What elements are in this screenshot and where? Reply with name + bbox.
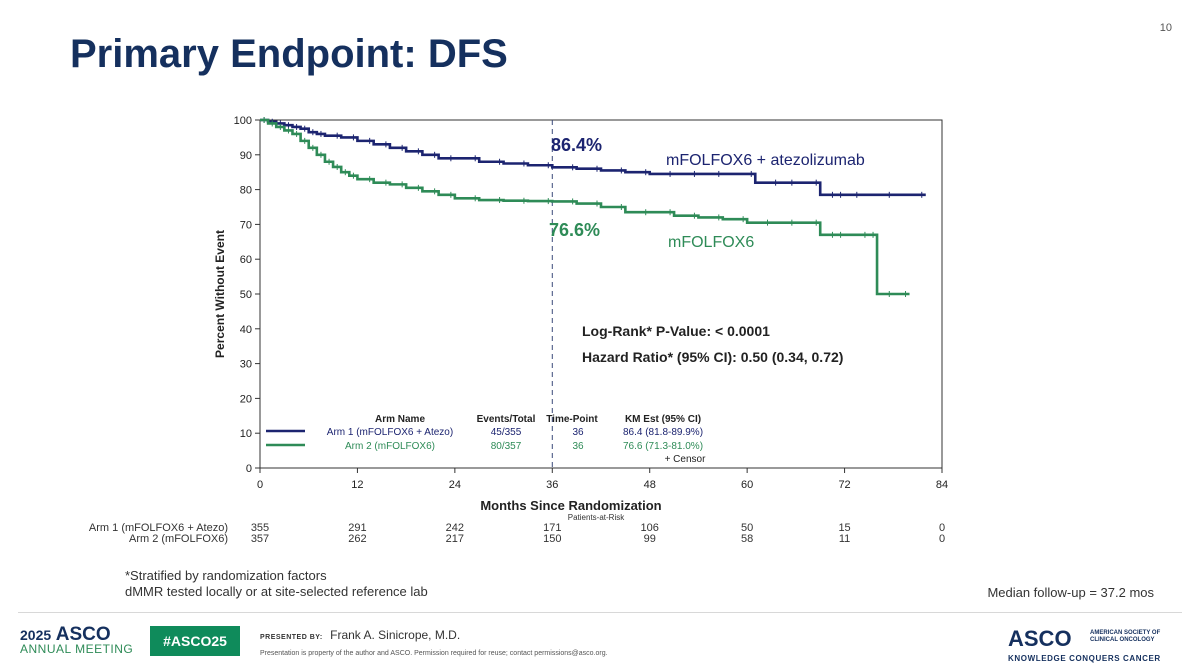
footnote-stratified: *Stratified by randomization factors — [125, 568, 327, 583]
arm1-km-36mo-value: 86.4% — [551, 135, 602, 155]
y-tick-label: 50 — [240, 289, 252, 301]
slide-title: Primary Endpoint: DFS — [70, 32, 508, 76]
asco-tagline: KNOWLEDGE CONQUERS CANCER — [1008, 654, 1161, 663]
x-tick-label: 72 — [838, 479, 850, 491]
y-tick-label: 60 — [240, 254, 252, 266]
legend-arm-name: Arm 1 (mFOLFOX6 + Atezo) — [327, 427, 453, 438]
y-axis-label: Percent Without Event — [213, 230, 227, 358]
meeting-logo: 2025 ASCO ANNUAL MEETING — [20, 625, 134, 656]
arm1-series-label: mFOLFOX6 + atezolizumab — [666, 152, 865, 169]
asco-logo: ASCO AMERICAN SOCIETY OF CLINICAL ONCOLO… — [1008, 626, 1178, 663]
at-risk-value: 357 — [251, 533, 269, 545]
asco-society-name: AMERICAN SOCIETY OF CLINICAL ONCOLOGY — [1090, 630, 1161, 643]
at-risk-row-label: Arm 1 (mFOLFOX6 + Atezo) — [89, 522, 228, 534]
x-tick-label: 84 — [936, 479, 948, 491]
legend-events: 45/355 — [491, 427, 522, 438]
at-risk-value: 15 — [838, 522, 850, 534]
x-tick-label: 0 — [257, 479, 263, 491]
x-tick-label: 24 — [449, 479, 461, 491]
meeting-year: 2025 — [20, 627, 52, 643]
at-risk-value: 0 — [939, 522, 945, 534]
footnotes: *Stratified by randomization factors dMM… — [125, 568, 428, 600]
km-chart: 0 10 20 30 40 50 60 70 80 90 100 0 12 24 36 48 60 72 84 Mon… — [89, 115, 948, 545]
legend-header: Time-Point — [546, 414, 598, 425]
y-tick-label: 20 — [240, 393, 252, 405]
x-tick-label: 60 — [741, 479, 753, 491]
legend-km-est: 76.6 (71.3-81.0%) — [623, 441, 703, 452]
presenter-line: PRESENTED BY: Frank A. Sinicrope, M.D. — [260, 628, 460, 642]
plot-frame — [259, 119, 943, 469]
legend-timepoint: 36 — [572, 441, 584, 452]
at-risk-value: 99 — [644, 533, 656, 545]
at-risk-value: 150 — [543, 533, 561, 545]
x-axis-label: Months Since Randomization — [480, 498, 661, 513]
arm2-km-curve — [260, 118, 910, 296]
legend-events: 80/357 — [491, 441, 522, 452]
logrank-annotation: Log-Rank* P-Value: < 0.0001 — [582, 323, 770, 339]
y-tick-label: 0 — [246, 463, 252, 475]
footer-divider — [18, 612, 1182, 613]
at-risk-value: 171 — [543, 522, 561, 534]
arm1-km-curve — [260, 118, 926, 197]
legend-header: Events/Total — [477, 414, 536, 425]
legend-header: KM Est (95% CI) — [625, 414, 701, 425]
at-risk-value: 58 — [741, 533, 753, 545]
y-tick-label: 70 — [240, 219, 252, 231]
disclaimer: Presentation is property of the author a… — [260, 650, 608, 657]
median-followup: Median follow-up = 37.2 mos — [987, 585, 1154, 600]
legend-censor-label: + Censor — [665, 454, 707, 465]
at-risk-value: 11 — [839, 533, 850, 545]
at-risk-value: 217 — [446, 533, 464, 545]
y-tick-label: 10 — [240, 428, 252, 440]
y-tick-label: 80 — [240, 185, 252, 197]
at-risk-value: 106 — [641, 522, 659, 534]
footnote-dmmr: dMMR tested locally or at site-selected … — [125, 584, 428, 599]
at-risk-value: 355 — [251, 522, 269, 534]
at-risk-title: Patients-at-Risk — [568, 513, 625, 522]
at-risk-value: 291 — [348, 522, 366, 534]
hazard-ratio-annotation: Hazard Ratio* (95% CI): 0.50 (0.34, 0.72… — [582, 349, 843, 365]
x-tick-label: 48 — [644, 479, 656, 491]
y-tick-label: 90 — [240, 150, 252, 162]
y-tick-label: 30 — [240, 359, 252, 371]
page-number: 10 — [1159, 22, 1172, 34]
x-tick-label: 36 — [546, 479, 558, 491]
at-risk-value: 50 — [741, 522, 753, 534]
asco-wordmark: ASCO — [1008, 626, 1072, 651]
legend-header: Arm Name — [375, 414, 425, 425]
y-tick-label: 100 — [234, 115, 252, 127]
at-risk-value: 242 — [446, 522, 464, 534]
arm2-km-36mo-value: 76.6% — [549, 220, 600, 240]
at-risk-row-label: Arm 2 (mFOLFOX6) — [129, 533, 228, 545]
at-risk-value: 0 — [939, 533, 945, 545]
at-risk-value: 262 — [348, 533, 366, 545]
y-tick-label: 40 — [240, 324, 252, 336]
slide-footer: 2025 ASCO ANNUAL MEETING #ASCO25 PRESENT… — [0, 620, 1200, 668]
presenter-name: Frank A. Sinicrope, M.D. — [330, 628, 461, 642]
x-tick-label: 12 — [351, 479, 363, 491]
legend-km-est: 86.4 (81.8-89.9%) — [623, 427, 703, 438]
meeting-subtitle: ANNUAL MEETING — [20, 642, 134, 656]
meeting-name: ASCO — [55, 624, 111, 645]
legend-timepoint: 36 — [572, 427, 584, 438]
hashtag-badge: #ASCO25 — [150, 626, 240, 656]
legend-arm-name: Arm 2 (mFOLFOX6) — [345, 441, 435, 452]
presented-by-label: PRESENTED BY: — [260, 634, 323, 641]
arm2-series-label: mFOLFOX6 — [668, 234, 754, 251]
